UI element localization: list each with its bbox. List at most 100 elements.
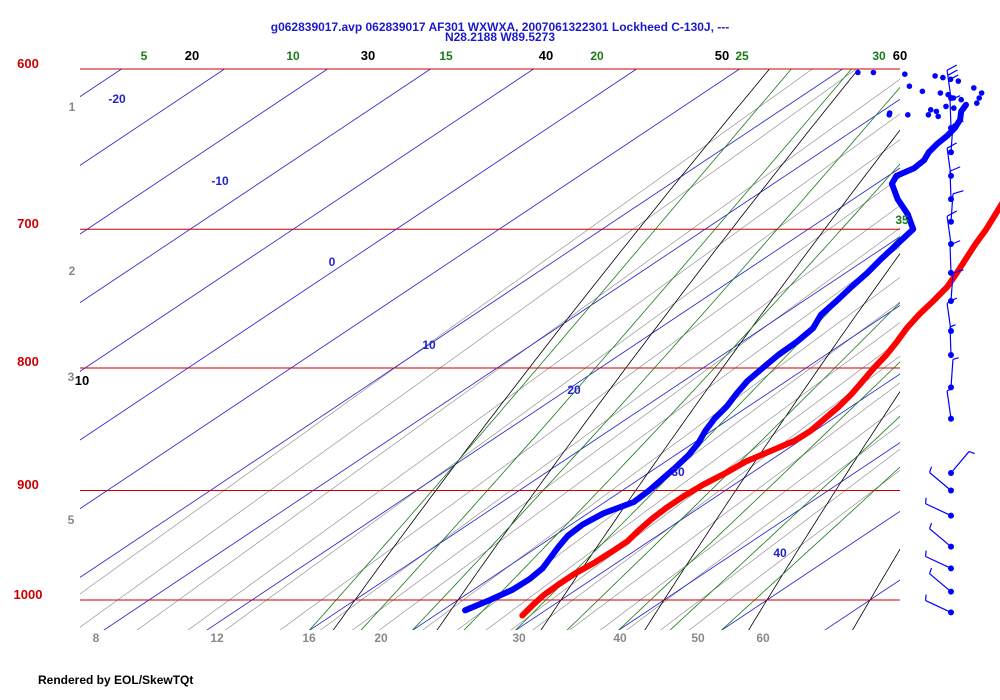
dewpoint-point — [955, 78, 962, 84]
dewpoint-point — [951, 105, 957, 111]
dry-adiabat-line — [644, 252, 900, 630]
mixing-ratio-label: 20 — [374, 631, 388, 645]
moist-adiabat-line — [360, 69, 852, 630]
wind-barb — [948, 190, 964, 225]
isotherm-label: 20 — [567, 383, 581, 397]
moist-adiabat-label: 30 — [872, 49, 886, 63]
dry-adiabat-line — [332, 69, 770, 630]
dewpoint-point — [855, 69, 861, 76]
isobar-label: 1000 — [14, 587, 43, 602]
wind-barb — [928, 466, 954, 494]
isotherm-line — [309, 236, 900, 630]
height-label: 5 — [68, 513, 75, 527]
dewpoint-point — [976, 95, 982, 101]
dewpoint-point — [974, 100, 980, 106]
moist-adiabat-label: 5 — [141, 49, 148, 63]
moist-adiabat-line — [618, 361, 900, 630]
height-label: 3 — [68, 370, 75, 384]
mixing-ratio-line — [626, 424, 900, 630]
dewpoint-trace — [462, 101, 969, 614]
isobar-label: 800 — [17, 354, 39, 369]
wind-barb — [946, 297, 958, 335]
mixing-ratio-label: 40 — [613, 631, 627, 645]
wind-barb — [928, 522, 954, 550]
dry-adiabat-line — [956, 69, 1000, 631]
dry-adiabat-line — [852, 548, 900, 630]
isotherm-line — [515, 373, 900, 630]
mixing-ratio-line — [279, 177, 900, 630]
moist-adiabat-label: 35 — [895, 213, 909, 227]
dewpoint-point — [978, 90, 985, 96]
dry-adiabat-label: 20 — [185, 48, 199, 63]
wind-barb — [925, 497, 954, 519]
dry-adiabat-label: 50 — [715, 48, 729, 63]
dry-adiabat-line — [436, 69, 859, 630]
dry-adiabat-label: 60 — [893, 48, 907, 63]
moist-adiabat-line — [308, 69, 792, 630]
moist-adiabat-line — [515, 236, 900, 630]
isotherm-line — [412, 304, 900, 630]
isotherm-line — [618, 442, 900, 630]
mixing-ratio-line — [80, 69, 813, 595]
mixing-ratio-label: 8 — [93, 631, 100, 645]
mixing-ratio-line — [136, 78, 900, 630]
moist-adiabat-label: 10 — [286, 49, 300, 63]
wind-barb — [925, 594, 954, 616]
dry-adiabat-label: 30 — [361, 48, 375, 63]
moist-adiabat-line — [412, 86, 900, 630]
isotherm-line — [824, 579, 900, 630]
dewpoint-point — [927, 107, 934, 113]
dry-adiabat-label: 10 — [75, 373, 89, 388]
footer-credit: Rendered by EOL/SkewTQt — [38, 673, 194, 687]
mixing-ratio-label: 30 — [512, 631, 526, 645]
mixing-ratio-line — [80, 69, 857, 628]
mixing-ratio-line — [485, 322, 900, 630]
wind-barb — [948, 324, 956, 358]
mixing-ratio-line — [569, 382, 900, 630]
dewpoint-point — [971, 85, 977, 91]
wind-barb — [928, 567, 954, 595]
wind-barb — [948, 357, 959, 391]
isotherm-label: -20 — [108, 92, 126, 106]
wind-barbs — [925, 64, 975, 616]
mixing-ratio-line — [187, 113, 900, 630]
isobar-label: 700 — [17, 216, 39, 231]
isotherm-line — [80, 69, 843, 578]
isotherm-label: 10 — [422, 338, 436, 352]
mixing-ratio-line — [456, 301, 900, 630]
dry-adiabat-label: 40 — [539, 48, 553, 63]
dewpoint-point — [902, 71, 908, 77]
dewpoint-point — [958, 96, 964, 103]
isotherm-line — [80, 69, 740, 510]
wind-barb — [946, 142, 958, 179]
moist-adiabat-label: 15 — [439, 49, 453, 63]
dewpoint-point — [919, 88, 926, 95]
dewpoint-point — [905, 112, 911, 118]
wind-barb — [948, 120, 964, 156]
dewpoint-point — [906, 83, 913, 89]
height-label: 1 — [69, 100, 76, 114]
isotherm-line — [927, 69, 1000, 631]
isobar-label: 600 — [17, 56, 39, 71]
isotherm-label: -10 — [211, 174, 229, 188]
moist-adiabat-label: 20 — [590, 49, 604, 63]
mixing-ratio-line — [599, 404, 900, 630]
dewpoint-point — [925, 112, 932, 118]
moist-adiabat-line — [463, 163, 900, 630]
chart-title: g062839017.avp 062839017 AF301 WXWXA, 20… — [270, 20, 730, 34]
dry-adiabat-line — [540, 129, 900, 630]
mixing-ratio-line — [378, 246, 900, 630]
isotherm-line — [80, 69, 122, 98]
dewpoint-point — [940, 74, 946, 81]
isotherm-line — [80, 69, 431, 304]
isotherm-line — [80, 69, 637, 441]
isotherm-line — [80, 69, 225, 166]
mixing-ratio-label: 50 — [691, 631, 705, 645]
grid-lines — [80, 69, 1000, 631]
mixing-ratio-line — [224, 139, 900, 630]
isotherm-line — [721, 510, 900, 630]
isotherm-label: 0 — [329, 255, 336, 269]
mixing-ratio-label: 16 — [302, 631, 316, 645]
wind-barb — [948, 450, 975, 477]
isotherm-label: 30 — [671, 465, 685, 479]
